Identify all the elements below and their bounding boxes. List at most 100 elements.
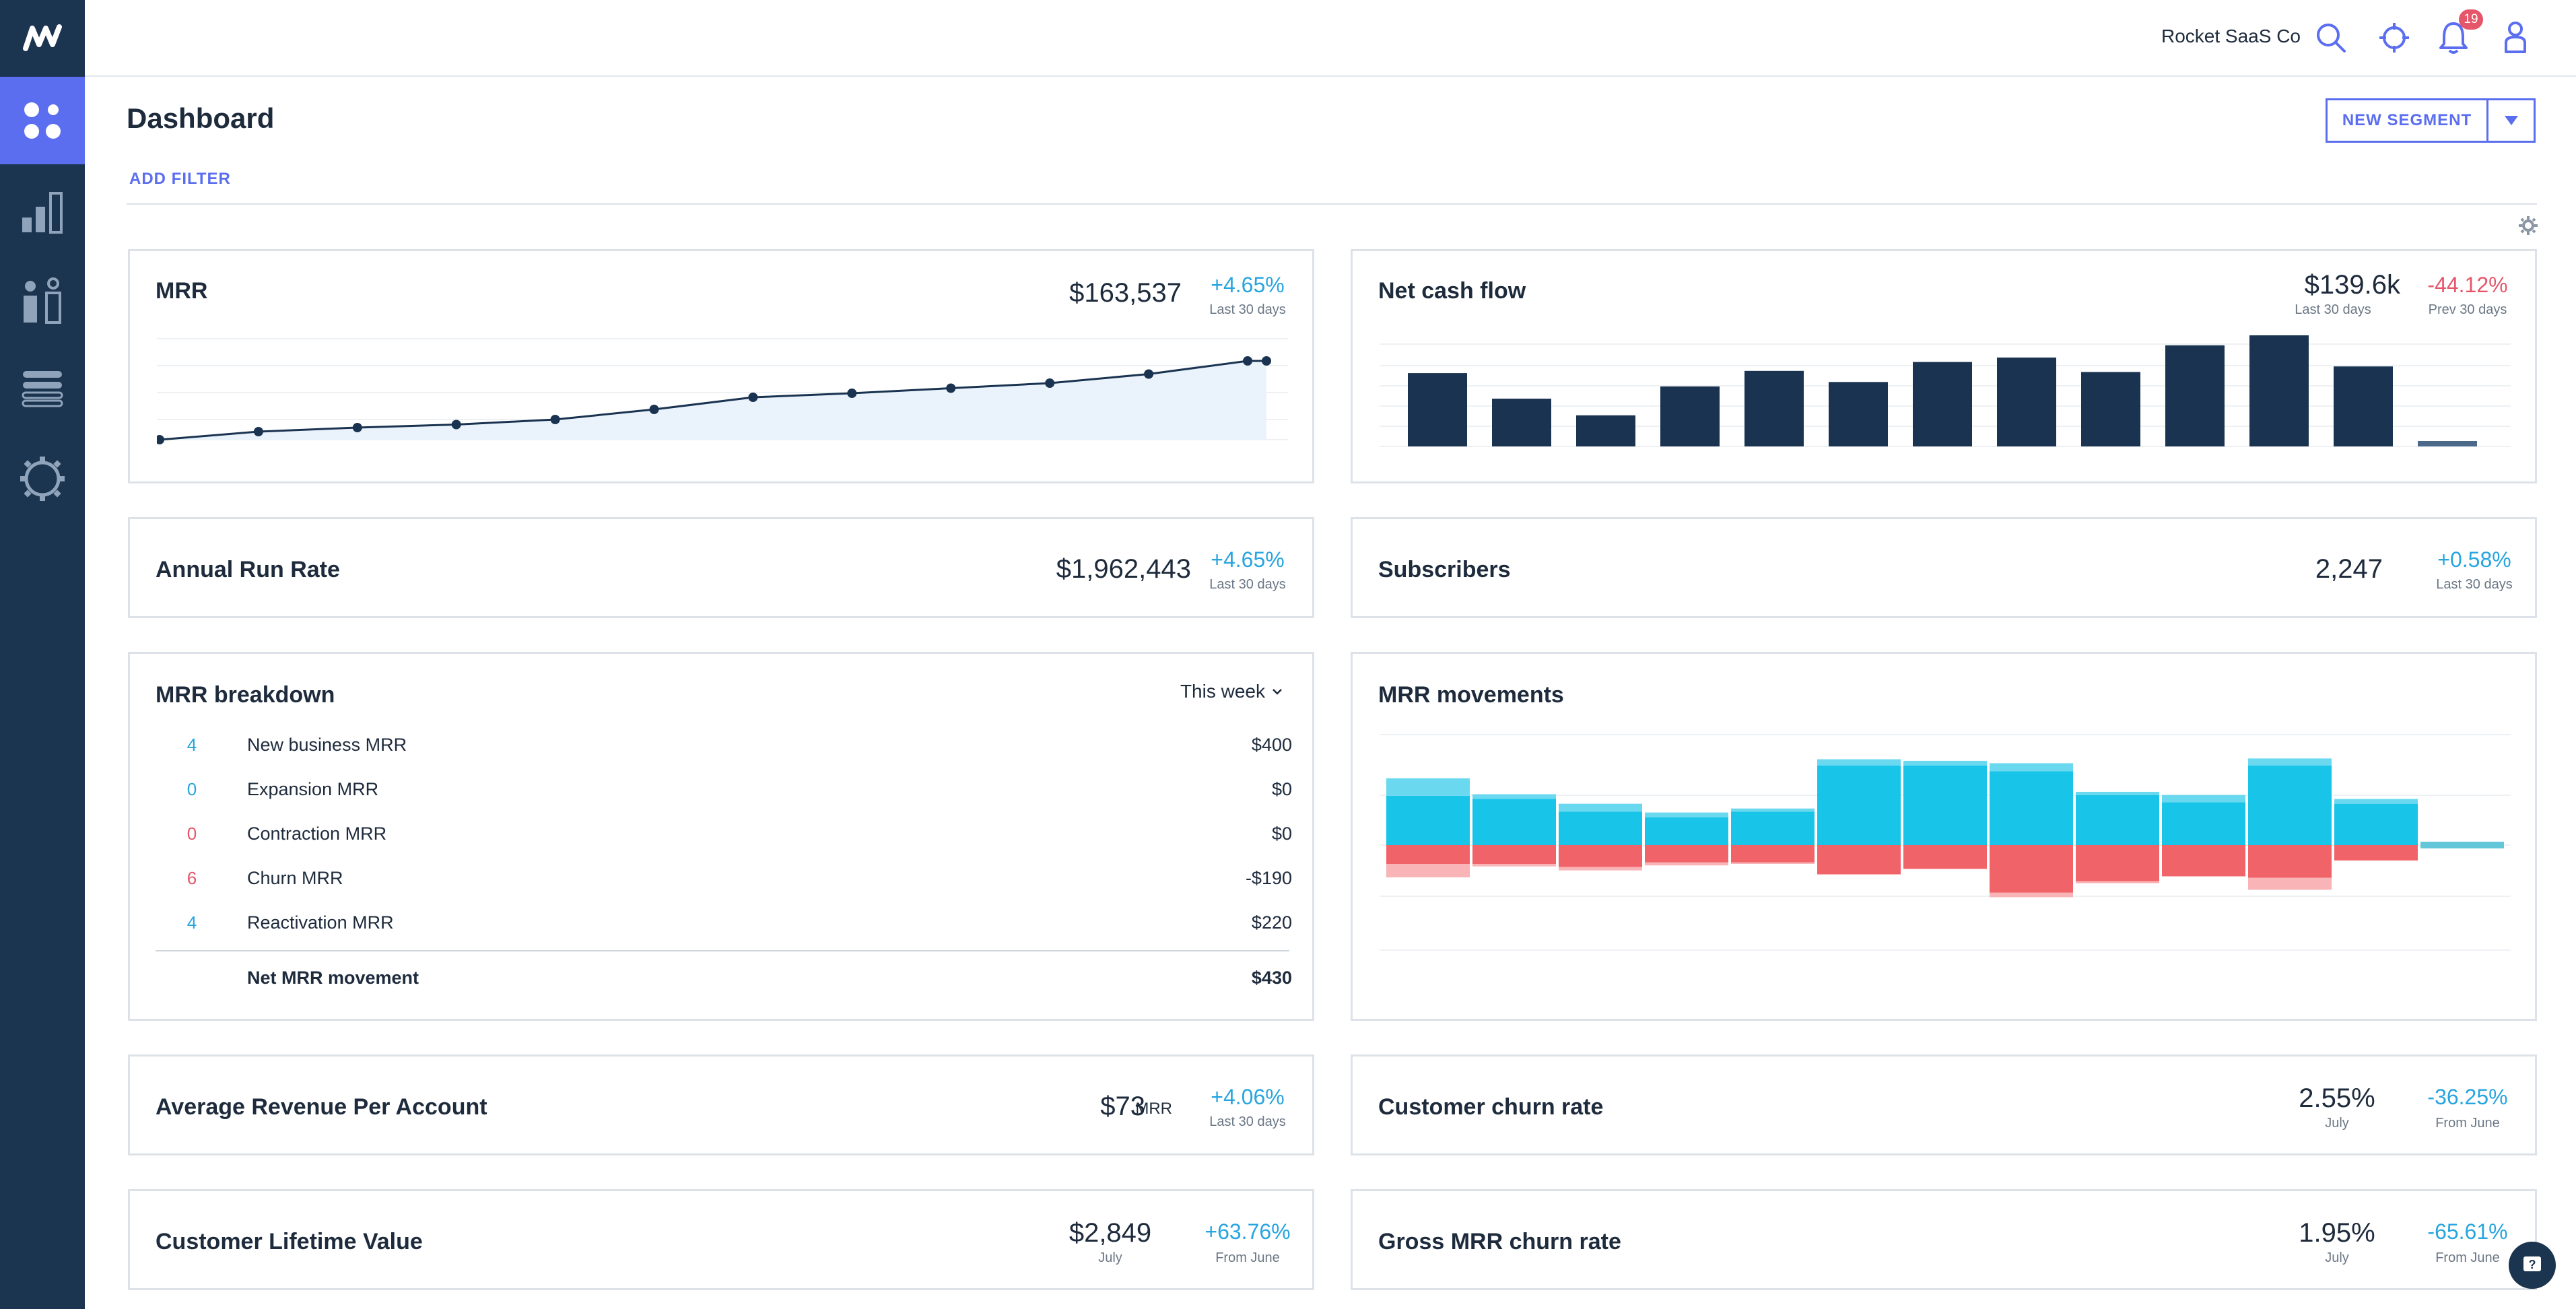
mrr-point	[550, 415, 560, 424]
metric-change-period: From June	[2435, 1250, 2500, 1265]
mrr-sparkline-chart	[157, 338, 1288, 444]
metric-value: 1.95%	[2299, 1218, 2375, 1248]
arpa-card[interactable]: Average Revenue Per Account $73 MRR +4.0…	[128, 1054, 1314, 1155]
new-segment-dropdown[interactable]	[2488, 100, 2534, 141]
metric-value: $73	[1100, 1092, 1145, 1121]
cash-bar	[1997, 358, 2056, 446]
caret-down-icon	[2504, 116, 2518, 125]
mrr-point	[157, 435, 164, 444]
range-label: This week	[1180, 681, 1265, 702]
movement-bar-new	[1645, 817, 1728, 845]
row-count: 0	[187, 779, 197, 799]
movement-bar-contraction	[1731, 862, 1815, 865]
movement-bar-contraction	[1559, 867, 1642, 871]
sidebar-item-settings[interactable]	[0, 435, 85, 523]
metric-value: $139.6k	[2304, 270, 2400, 300]
row-label[interactable]: Expansion MRR	[247, 779, 379, 799]
search-button[interactable]	[2311, 18, 2351, 58]
metric-value: $163,537	[1069, 278, 1182, 308]
mrr-point	[352, 423, 362, 432]
range-dropdown[interactable]: This week	[1180, 681, 1283, 702]
company-name[interactable]: Rocket SaaS Co	[2161, 26, 2301, 46]
row-label[interactable]: Reactivation MRR	[247, 912, 394, 933]
chevron-down-icon	[1273, 689, 1282, 695]
row-count: 4	[187, 735, 197, 755]
cash-bar	[1660, 386, 1720, 446]
mrr-point	[253, 427, 263, 436]
movement-bar-expansion	[1559, 803, 1642, 812]
gear-icon	[20, 457, 65, 501]
movement-bar-new	[2162, 802, 2245, 845]
help-chat-icon: ?	[2523, 1256, 2541, 1271]
subscribers-card[interactable]: Subscribers 2,247 +0.58% Last 30 days	[1351, 517, 2537, 618]
movement-bar-churn	[1817, 845, 1901, 875]
people-icon	[24, 277, 61, 324]
row-label[interactable]: New business MRR	[247, 735, 407, 755]
movement-bar-new	[2076, 795, 2159, 845]
movement-bar-churn	[2162, 845, 2245, 877]
metric-change: -65.61%	[2427, 1219, 2508, 1244]
new-segment-button[interactable]: NEW SEGMENT	[2328, 100, 2488, 141]
card-title: Gross MRR churn rate	[1378, 1229, 1621, 1254]
add-filter-link[interactable]: ADD FILTER	[129, 170, 231, 188]
movement-bar-expansion	[2076, 791, 2159, 795]
movement-bar-expansion	[2162, 795, 2245, 803]
movement-bar-expansion	[2248, 758, 2332, 766]
annual-run-rate-card[interactable]: Annual Run Rate $1,962,443 +4.65% Last 3…	[128, 517, 1314, 618]
top-bar: Rocket SaaS Co 19	[85, 0, 2576, 77]
mrr-point	[847, 389, 857, 398]
movement-bar-churn	[1731, 845, 1815, 863]
metric-value-period: July	[2325, 1250, 2349, 1265]
movement-bar-new	[1386, 795, 1470, 845]
row-count: 4	[187, 912, 197, 933]
sidebar-item-dashboard[interactable]	[0, 77, 85, 164]
account-button[interactable]	[2495, 18, 2536, 58]
sidebar-item-data[interactable]	[0, 345, 85, 432]
row-value: -$190	[1245, 868, 1292, 888]
mrr-point	[946, 383, 956, 393]
dashboard-settings-button[interactable]	[2518, 215, 2538, 239]
metric-change: +0.58%	[2437, 547, 2511, 572]
movement-bar-expansion	[1645, 812, 1728, 817]
row-label[interactable]: Contraction MRR	[247, 824, 387, 844]
filter-divider	[127, 203, 2537, 205]
row-value: $220	[1251, 912, 1292, 933]
mrr-movements-card[interactable]: MRR movements	[1351, 652, 2537, 1021]
row-label[interactable]: Churn MRR	[247, 868, 343, 888]
total-value: $430	[1251, 968, 1292, 988]
cash-bar	[2249, 335, 2309, 446]
sidebar-item-customers[interactable]	[0, 257, 85, 345]
ltv-card[interactable]: Customer Lifetime Value $2,849 July +63.…	[128, 1189, 1314, 1290]
metric-change: -44.12%	[2427, 273, 2508, 297]
gross-mrr-churn-card[interactable]: Gross MRR churn rate 1.95% July -65.61% …	[1351, 1189, 2537, 1290]
sidebar-item-analytics[interactable]	[0, 168, 85, 256]
metric-value: $2,849	[1069, 1218, 1152, 1248]
metric-change: +4.65%	[1211, 547, 1285, 572]
row-count: 0	[187, 824, 197, 844]
row-value: $400	[1251, 735, 1292, 755]
movement-bar-new	[1990, 771, 2073, 845]
card-title: Customer Lifetime Value	[156, 1229, 423, 1254]
notifications-button[interactable]	[2433, 18, 2474, 58]
customer-churn-card[interactable]: Customer churn rate 2.55% July -36.25% F…	[1351, 1054, 2537, 1155]
cash-bar	[1408, 373, 1467, 446]
net-cash-flow-chart	[1380, 335, 2511, 447]
metric-period: Last 30 days	[1209, 1114, 1286, 1129]
help-button[interactable]: ?	[2509, 1242, 2556, 1289]
metric-change: -36.25%	[2427, 1085, 2508, 1109]
movement-bar-contraction	[1472, 864, 1556, 867]
movement-bar-churn	[1386, 845, 1470, 865]
movement-bar-churn	[1559, 845, 1642, 867]
row-count: 6	[187, 868, 197, 888]
metric-value-period: July	[2325, 1116, 2349, 1131]
net-cash-flow-card[interactable]: Net cash flow $139.6k Last 30 days -44.1…	[1351, 249, 2537, 483]
mrr-card[interactable]: MRR $163,537 +4.65% Last 30 days	[128, 249, 1314, 483]
metric-unit: MRR	[1135, 1100, 1172, 1118]
crosshair-icon	[2379, 23, 2409, 53]
movement-bar-contraction	[2248, 877, 2332, 890]
crosshair-button[interactable]	[2374, 18, 2414, 58]
card-title: Average Revenue Per Account	[156, 1094, 487, 1120]
mrr-breakdown-card[interactable]: MRR breakdown This week 4 New business M…	[128, 652, 1314, 1021]
logo[interactable]	[0, 0, 85, 75]
movement-bar-churn	[2334, 845, 2418, 861]
